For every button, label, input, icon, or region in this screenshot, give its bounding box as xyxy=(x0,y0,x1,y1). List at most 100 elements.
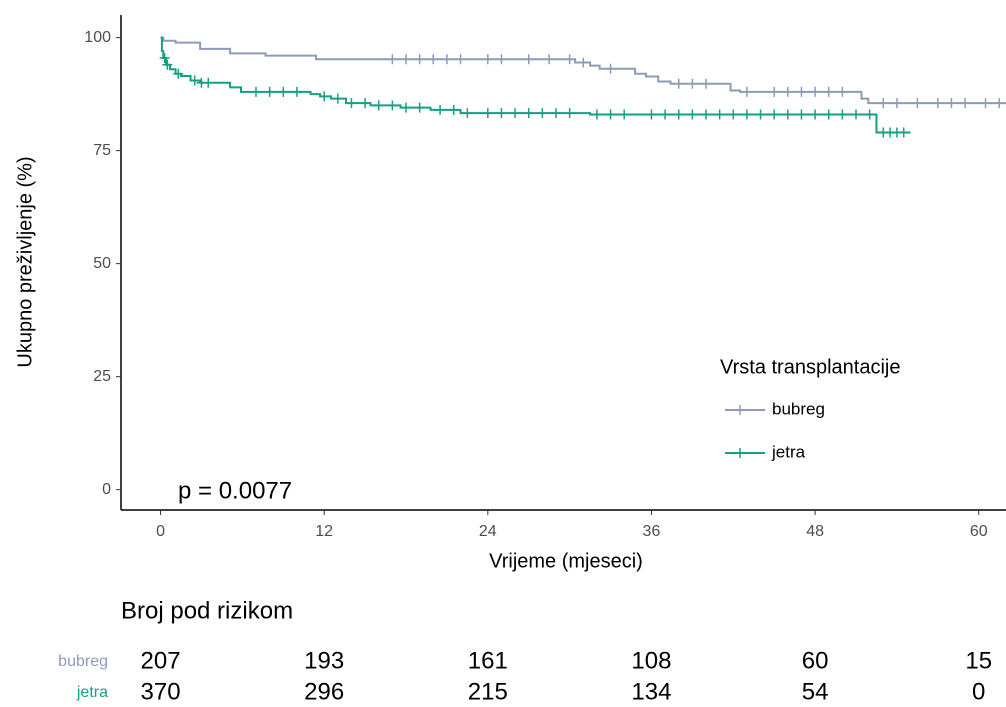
censor-mark xyxy=(387,100,398,111)
censor-mark xyxy=(435,104,446,115)
censor-mark xyxy=(159,52,170,63)
censor-mark xyxy=(755,109,766,120)
censor-mark xyxy=(837,86,848,97)
censor-mark xyxy=(864,109,875,120)
censor-mark xyxy=(373,100,384,111)
censor-mark xyxy=(810,86,821,97)
censor-mark xyxy=(564,108,575,119)
censor-mark xyxy=(878,98,889,109)
risk-count: 370 xyxy=(141,678,181,705)
censor-mark xyxy=(162,59,173,70)
censor-mark xyxy=(251,86,261,97)
censor-mark xyxy=(605,63,616,74)
censor-mark xyxy=(537,108,548,119)
censor-mark xyxy=(980,98,991,109)
censor-mark xyxy=(810,109,821,120)
censor-mark xyxy=(414,54,425,65)
censor-mark xyxy=(673,78,684,89)
censor-mark xyxy=(782,109,793,120)
x-tick-label: 0 xyxy=(156,523,165,540)
censor-mark xyxy=(523,108,534,119)
censor-mark xyxy=(823,86,834,97)
censor-mark xyxy=(646,109,657,120)
censor-mark xyxy=(332,93,343,104)
censor-mark xyxy=(673,109,684,120)
censor-mark xyxy=(796,86,807,97)
y-tick-label: 100 xyxy=(84,29,111,46)
y-tick-label: 25 xyxy=(93,368,111,385)
risk-count: 15 xyxy=(965,647,992,674)
x-tick-label: 12 xyxy=(315,523,333,540)
censor-mark xyxy=(551,108,561,119)
censor-mark xyxy=(414,102,425,113)
censor-mark xyxy=(387,54,398,65)
censor-mark xyxy=(741,109,752,120)
censor-mark xyxy=(898,127,909,138)
censor-mark xyxy=(346,98,357,109)
censor-mark xyxy=(496,108,507,119)
risk-row-label: jetra xyxy=(76,684,108,701)
censor-mark xyxy=(796,109,807,120)
censor-mark xyxy=(173,68,184,79)
censor-mark xyxy=(523,54,534,65)
risk-count: 0 xyxy=(972,678,985,705)
censor-mark xyxy=(544,54,555,65)
risk-count: 134 xyxy=(631,678,671,705)
censor-mark xyxy=(319,91,330,102)
censor-mark xyxy=(932,98,943,109)
censor-mark xyxy=(960,98,971,109)
censor-mark xyxy=(591,109,602,120)
censor-mark xyxy=(769,109,780,120)
censor-mark xyxy=(994,98,1005,109)
censor-mark xyxy=(891,98,902,109)
censor-mark xyxy=(360,98,371,109)
risk-count: 215 xyxy=(468,678,508,705)
risk-count: 193 xyxy=(304,647,344,674)
y-tick-label: 75 xyxy=(93,142,111,159)
censor-mark xyxy=(278,86,289,97)
censor-mark xyxy=(441,54,452,65)
risk-count: 161 xyxy=(468,647,508,674)
y-tick-label: 50 xyxy=(93,255,111,272)
censor-mark xyxy=(619,109,630,120)
censor-mark xyxy=(401,102,411,113)
censor-mark xyxy=(401,54,411,65)
x-tick-label: 24 xyxy=(479,523,497,540)
x-tick-label: 36 xyxy=(643,523,661,540)
censor-mark xyxy=(912,98,923,109)
censor-mark xyxy=(687,109,698,120)
censor-mark xyxy=(851,109,861,120)
censor-mark xyxy=(946,98,957,109)
censor-mark xyxy=(741,86,752,97)
censor-mark xyxy=(428,54,439,65)
censor-mark xyxy=(189,75,200,86)
risk-count: 108 xyxy=(631,647,671,674)
censor-mark xyxy=(701,78,711,89)
y-axis-label: Ukupno preživljenje (%) xyxy=(14,156,36,367)
censor-mark xyxy=(482,54,493,65)
censor-mark xyxy=(203,77,214,88)
censor-mark xyxy=(291,86,302,97)
censor-mark xyxy=(837,109,848,120)
x-axis-label: Vrijeme (mjeseci) xyxy=(489,550,643,572)
risk-count: 54 xyxy=(802,678,829,705)
censor-mark xyxy=(823,109,834,120)
censor-mark xyxy=(510,108,521,119)
risk-count: 60 xyxy=(802,647,829,674)
risk-count: 296 xyxy=(304,678,344,705)
risk-table-title: Broj pod rizikom xyxy=(121,597,293,624)
censor-mark xyxy=(605,109,616,120)
censor-mark xyxy=(578,57,589,68)
censor-mark xyxy=(496,54,507,65)
p-value: p = 0.0077 xyxy=(178,477,292,504)
survival-curve xyxy=(160,36,1006,105)
legend-label: jetra xyxy=(771,442,806,461)
censor-mark xyxy=(714,109,725,120)
x-tick-label: 60 xyxy=(970,523,988,540)
x-tick-label: 48 xyxy=(806,523,824,540)
censor-mark xyxy=(564,54,575,65)
censor-mark xyxy=(482,108,493,119)
survival-curve xyxy=(160,36,911,134)
censor-mark xyxy=(728,109,739,120)
